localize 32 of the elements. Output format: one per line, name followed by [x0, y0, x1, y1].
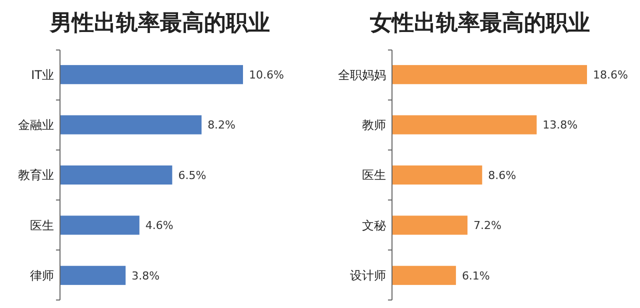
y-tick-label: 全职妈妈 — [338, 68, 386, 82]
data-label: 7.2% — [473, 219, 502, 232]
bar — [392, 266, 456, 285]
y-tick-label: 设计师 — [350, 268, 386, 283]
y-tick-label: 医生 — [30, 218, 54, 232]
bar — [60, 65, 243, 84]
data-label: 13.8% — [542, 118, 578, 132]
y-tick-label: 教师 — [362, 118, 386, 132]
data-label: 6.5% — [178, 168, 206, 182]
data-label: 8.6% — [488, 168, 516, 182]
y-tick-label: 教育业 — [18, 168, 54, 182]
bar — [60, 266, 126, 285]
y-tick-label: 律师 — [30, 268, 54, 283]
bar — [60, 216, 140, 235]
chart-title: 男性出轨率最高的职业 — [49, 10, 270, 36]
data-label: 18.6% — [593, 68, 628, 82]
y-tick-label: IT业 — [31, 68, 54, 82]
data-label: 4.6% — [145, 219, 174, 232]
data-label: 3.8% — [132, 269, 160, 282]
chart-title: 女性出轨率最高的职业 — [369, 10, 590, 36]
bar — [60, 165, 172, 185]
bar — [392, 115, 537, 134]
data-label: 10.6% — [249, 68, 284, 82]
y-tick-label: 文秘 — [362, 218, 386, 232]
bar — [392, 216, 468, 235]
y-tick-label: 医生 — [362, 168, 386, 182]
bar — [392, 165, 482, 185]
data-label: 6.1% — [462, 269, 490, 282]
y-tick-label: 金融业 — [18, 118, 54, 132]
bar — [392, 65, 587, 84]
bar — [60, 115, 202, 134]
data-label: 8.2% — [208, 118, 236, 132]
